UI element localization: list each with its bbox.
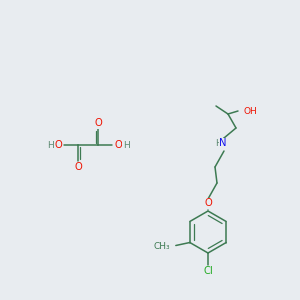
Text: O: O (54, 140, 62, 150)
Text: H: H (123, 140, 129, 149)
Text: CH₃: CH₃ (153, 242, 170, 251)
Text: O: O (94, 118, 102, 128)
Text: OH: OH (244, 107, 258, 116)
Text: O: O (74, 162, 82, 172)
Text: H: H (46, 140, 53, 149)
Text: O: O (114, 140, 122, 150)
Text: H: H (214, 139, 221, 148)
Text: O: O (204, 198, 212, 208)
Text: Cl: Cl (203, 266, 213, 276)
Text: N: N (219, 138, 227, 148)
